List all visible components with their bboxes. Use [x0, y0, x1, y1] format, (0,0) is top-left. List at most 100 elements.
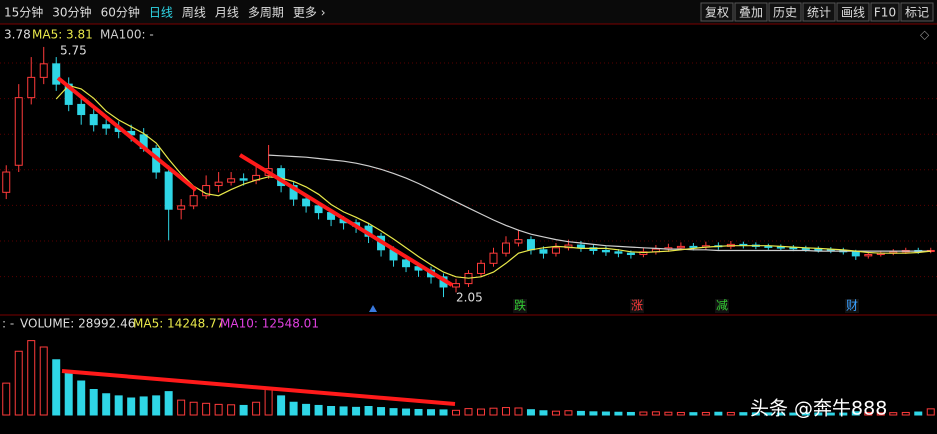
volume-bar — [676, 411, 685, 416]
volume-bar — [177, 399, 186, 416]
volume-bar — [339, 406, 348, 416]
candle-body — [626, 252, 635, 256]
toolbar-button[interactable]: 统计 — [807, 6, 831, 20]
volume-bar — [214, 403, 223, 416]
volume-bar — [452, 409, 461, 416]
volume-bar — [751, 412, 760, 416]
candle-body — [864, 254, 873, 257]
volume-bar — [389, 408, 398, 416]
toolbar-button-frame[interactable] — [900, 2, 934, 22]
volume-bar — [164, 391, 173, 416]
event-box — [845, 299, 859, 313]
toolbar-button-frame[interactable] — [768, 2, 802, 22]
candle-body — [39, 63, 48, 78]
volume-bar — [776, 412, 785, 416]
toolbar-button[interactable]: 画线 — [841, 6, 865, 20]
volume-bar — [39, 346, 48, 416]
volume-bar — [264, 389, 273, 416]
candle-body — [814, 248, 823, 251]
volume-bar — [514, 407, 523, 416]
toolbar-button-frame[interactable] — [734, 2, 768, 22]
event-marker[interactable]: 财 — [846, 299, 858, 313]
volume-bar — [327, 406, 336, 416]
tab[interactable]: 15分钟 — [4, 5, 43, 20]
candle-body — [576, 244, 585, 249]
tab[interactable]: 多周期 — [248, 6, 284, 20]
candle-body — [239, 178, 248, 181]
info-ma5: MA5: 3.81 — [32, 28, 93, 42]
tab[interactable]: 60分钟 — [101, 5, 140, 20]
volume-bar — [402, 408, 411, 416]
volume-bar — [589, 411, 598, 416]
candle-body — [27, 76, 36, 99]
tab[interactable]: 更多 › — [293, 6, 326, 20]
candle-body — [639, 251, 648, 256]
volume-bar — [926, 408, 935, 416]
volume-bar — [227, 404, 236, 416]
volume-bar — [664, 411, 673, 416]
candle-body — [202, 185, 211, 197]
volume-bar — [377, 407, 386, 416]
volume-bar — [14, 350, 23, 416]
candle-body — [214, 181, 223, 187]
candle-body — [452, 283, 461, 288]
volume-bar — [189, 401, 198, 416]
volume-bar — [889, 412, 898, 416]
toolbar-button[interactable]: 历史 — [773, 6, 797, 20]
volume-bar — [626, 411, 635, 416]
volume-bar — [726, 411, 735, 416]
event-marker[interactable]: 减 — [716, 299, 728, 313]
candle-body — [776, 246, 785, 249]
candle-body — [89, 114, 98, 126]
volume-bar — [864, 411, 873, 416]
toolbar-button-frame[interactable] — [836, 2, 870, 22]
toolbar-button-frame[interactable] — [870, 2, 900, 22]
tab[interactable]: 30分钟 — [52, 5, 91, 20]
vol-ma10: MA10: 12548.01 — [220, 317, 319, 331]
toolbar-button[interactable]: 标记 — [905, 6, 929, 20]
diamond[interactable]: ◇ — [920, 28, 930, 42]
candle-body — [501, 242, 510, 254]
volume-bar — [651, 411, 660, 416]
volume-bar — [814, 412, 823, 416]
event-arrow — [369, 305, 377, 312]
toolbar-button[interactable]: 叠加 — [739, 6, 763, 20]
volume-bar — [714, 411, 723, 416]
event-marker[interactable]: 涨 — [631, 298, 643, 313]
volume-bar — [152, 395, 161, 416]
candle-body — [526, 239, 535, 251]
toolbar-button-frame[interactable] — [802, 2, 836, 22]
volume-bar — [826, 412, 835, 416]
candle-body — [314, 205, 323, 214]
toolbar-button[interactable]: 复权 — [705, 6, 729, 20]
event-box — [513, 299, 527, 313]
volume-bar — [77, 380, 86, 416]
candle-body — [539, 249, 548, 254]
volume-bar — [52, 359, 61, 416]
candle-body — [227, 178, 236, 183]
tab[interactable]: 周线 — [182, 6, 206, 20]
volume-bar — [539, 410, 548, 416]
candle-body — [851, 251, 860, 257]
toolbar-button[interactable]: F10 — [874, 6, 896, 20]
candle-body — [689, 245, 698, 248]
high-label: 5.75 — [60, 44, 87, 58]
candle-body — [302, 198, 311, 207]
event-box — [630, 299, 644, 313]
volume-bar — [914, 411, 923, 416]
volume-bar — [277, 395, 286, 416]
event-marker[interactable]: 跌 — [514, 298, 526, 313]
watermark: 头条 @奔牛888 — [750, 398, 887, 420]
volume-bar — [614, 411, 623, 416]
tab[interactable]: 日线 — [149, 6, 173, 20]
volume-bar — [476, 408, 485, 416]
candle-body — [14, 97, 23, 166]
volume-bar — [526, 409, 535, 416]
volume-bar — [252, 401, 261, 416]
volume-bar — [139, 396, 148, 416]
toolbar-button-frame[interactable] — [700, 2, 734, 22]
tab[interactable]: 月线 — [215, 6, 239, 20]
candle-body — [77, 103, 86, 116]
volume-bar — [489, 407, 498, 416]
